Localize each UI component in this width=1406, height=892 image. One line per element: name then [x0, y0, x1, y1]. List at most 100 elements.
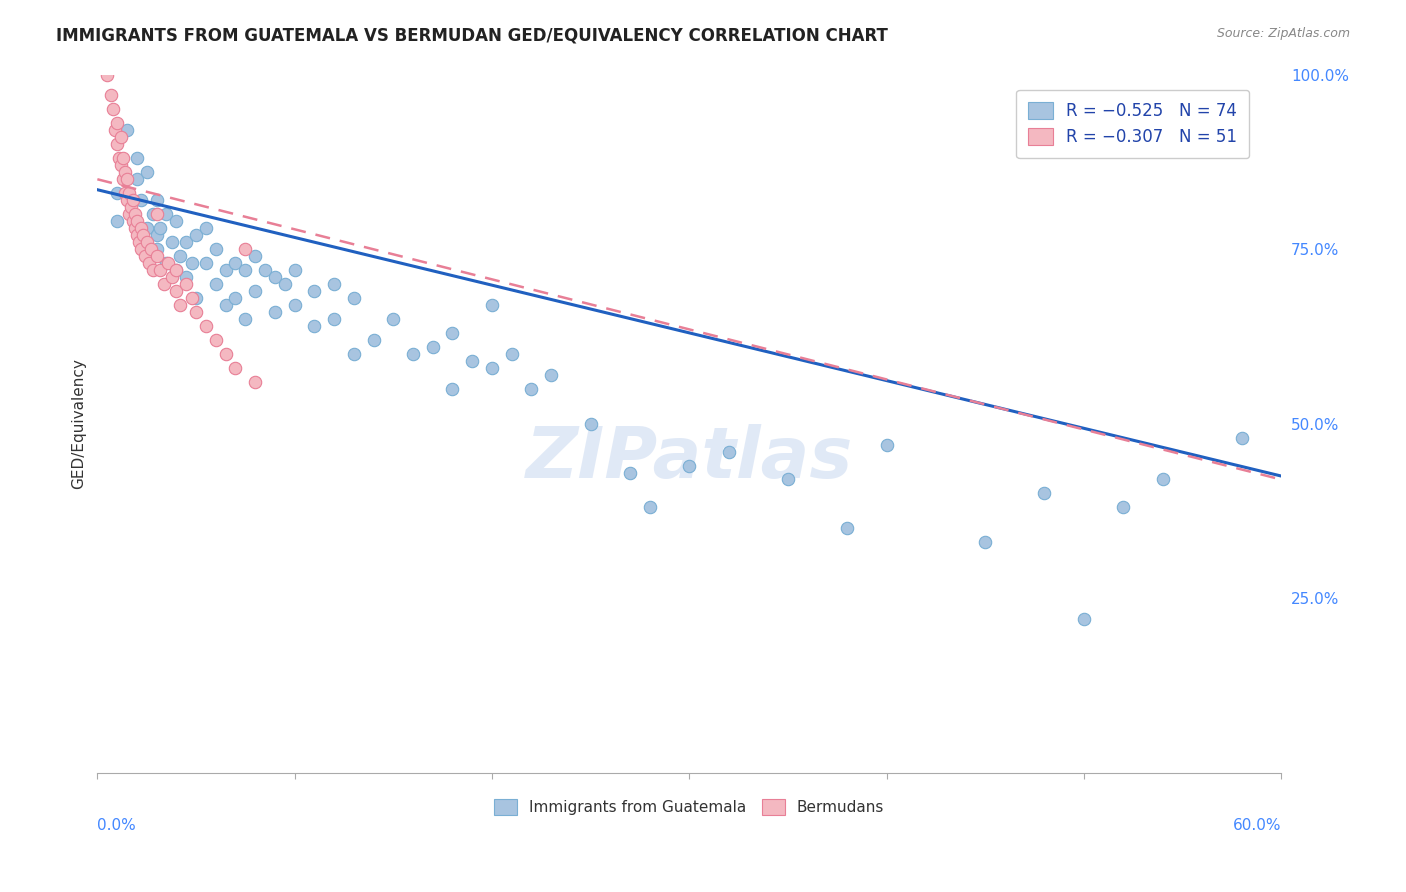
Point [114, 186, 136, 201]
Point [264, 305, 287, 319]
Point [129, 193, 152, 207]
Point [145, 228, 167, 243]
Point [110, 130, 132, 145]
Point [181, 256, 204, 270]
Point [145, 249, 167, 263]
Point [142, 207, 165, 221]
Point [481, 360, 503, 375]
Text: 60.0%: 60.0% [1233, 818, 1281, 833]
Point [184, 305, 207, 319]
Point [184, 291, 207, 305]
Point [125, 172, 148, 186]
Point [174, 270, 197, 285]
Point [149, 221, 172, 235]
Point [224, 360, 246, 375]
Point [304, 284, 326, 298]
Point [638, 500, 661, 515]
Point [461, 353, 484, 368]
Point [101, 103, 124, 117]
Point [224, 291, 246, 305]
Point [118, 186, 141, 201]
Point [441, 382, 464, 396]
Point [194, 221, 217, 235]
Point [100, 88, 122, 103]
Point [402, 347, 425, 361]
Point [194, 256, 217, 270]
Point [108, 151, 131, 165]
Point [233, 263, 256, 277]
Text: 0.0%: 0.0% [97, 818, 136, 833]
Y-axis label: GED/Equivalency: GED/Equivalency [72, 359, 86, 489]
Point [128, 235, 150, 249]
Point [974, 535, 997, 549]
Point [145, 193, 167, 207]
Point [382, 312, 405, 326]
Point [717, 444, 740, 458]
Point [233, 312, 256, 326]
Point [155, 256, 177, 270]
Point [1230, 431, 1253, 445]
Point [135, 165, 157, 179]
Point [678, 458, 700, 473]
Point [125, 151, 148, 165]
Point [343, 347, 366, 361]
Point [135, 235, 157, 249]
Text: Source: ZipAtlas.com: Source: ZipAtlas.com [1216, 27, 1350, 40]
Point [105, 116, 128, 130]
Point [121, 214, 143, 228]
Point [579, 417, 602, 431]
Point [243, 249, 266, 263]
Point [441, 326, 464, 340]
Legend: Immigrants from Guatemala, Bermudans: Immigrants from Guatemala, Bermudans [488, 793, 890, 821]
Point [165, 284, 187, 298]
Point [138, 256, 160, 270]
Point [153, 277, 176, 291]
Point [111, 172, 134, 186]
Point [118, 207, 141, 221]
Point [114, 165, 136, 179]
Point [174, 277, 197, 291]
Point [1033, 486, 1056, 500]
Point [135, 221, 157, 235]
Point [121, 193, 143, 207]
Point [422, 340, 444, 354]
Point [105, 214, 128, 228]
Point [224, 256, 246, 270]
Point [363, 333, 385, 347]
Point [142, 263, 165, 277]
Point [134, 249, 156, 263]
Point [169, 249, 191, 263]
Point [194, 318, 217, 333]
Point [124, 221, 146, 235]
Point [264, 270, 287, 285]
Point [204, 242, 226, 256]
Point [214, 298, 236, 312]
Point [204, 277, 226, 291]
Point [145, 207, 167, 221]
Point [105, 186, 128, 201]
Point [149, 263, 172, 277]
Point [165, 263, 187, 277]
Point [304, 318, 326, 333]
Point [284, 263, 307, 277]
Point [162, 270, 184, 285]
Point [274, 277, 297, 291]
Point [115, 172, 138, 186]
Point [145, 242, 167, 256]
Point [233, 242, 256, 256]
Point [184, 228, 207, 243]
Point [214, 347, 236, 361]
Point [120, 200, 142, 214]
Point [96, 68, 118, 82]
Point [501, 347, 523, 361]
Point [165, 214, 187, 228]
Point [124, 207, 146, 221]
Point [165, 263, 187, 277]
Point [181, 291, 204, 305]
Point [835, 521, 858, 535]
Point [776, 473, 799, 487]
Point [619, 466, 641, 480]
Point [343, 291, 366, 305]
Point [125, 228, 148, 243]
Text: IMMIGRANTS FROM GUATEMALA VS BERMUDAN GED/EQUIVALENCY CORRELATION CHART: IMMIGRANTS FROM GUATEMALA VS BERMUDAN GE… [56, 27, 889, 45]
